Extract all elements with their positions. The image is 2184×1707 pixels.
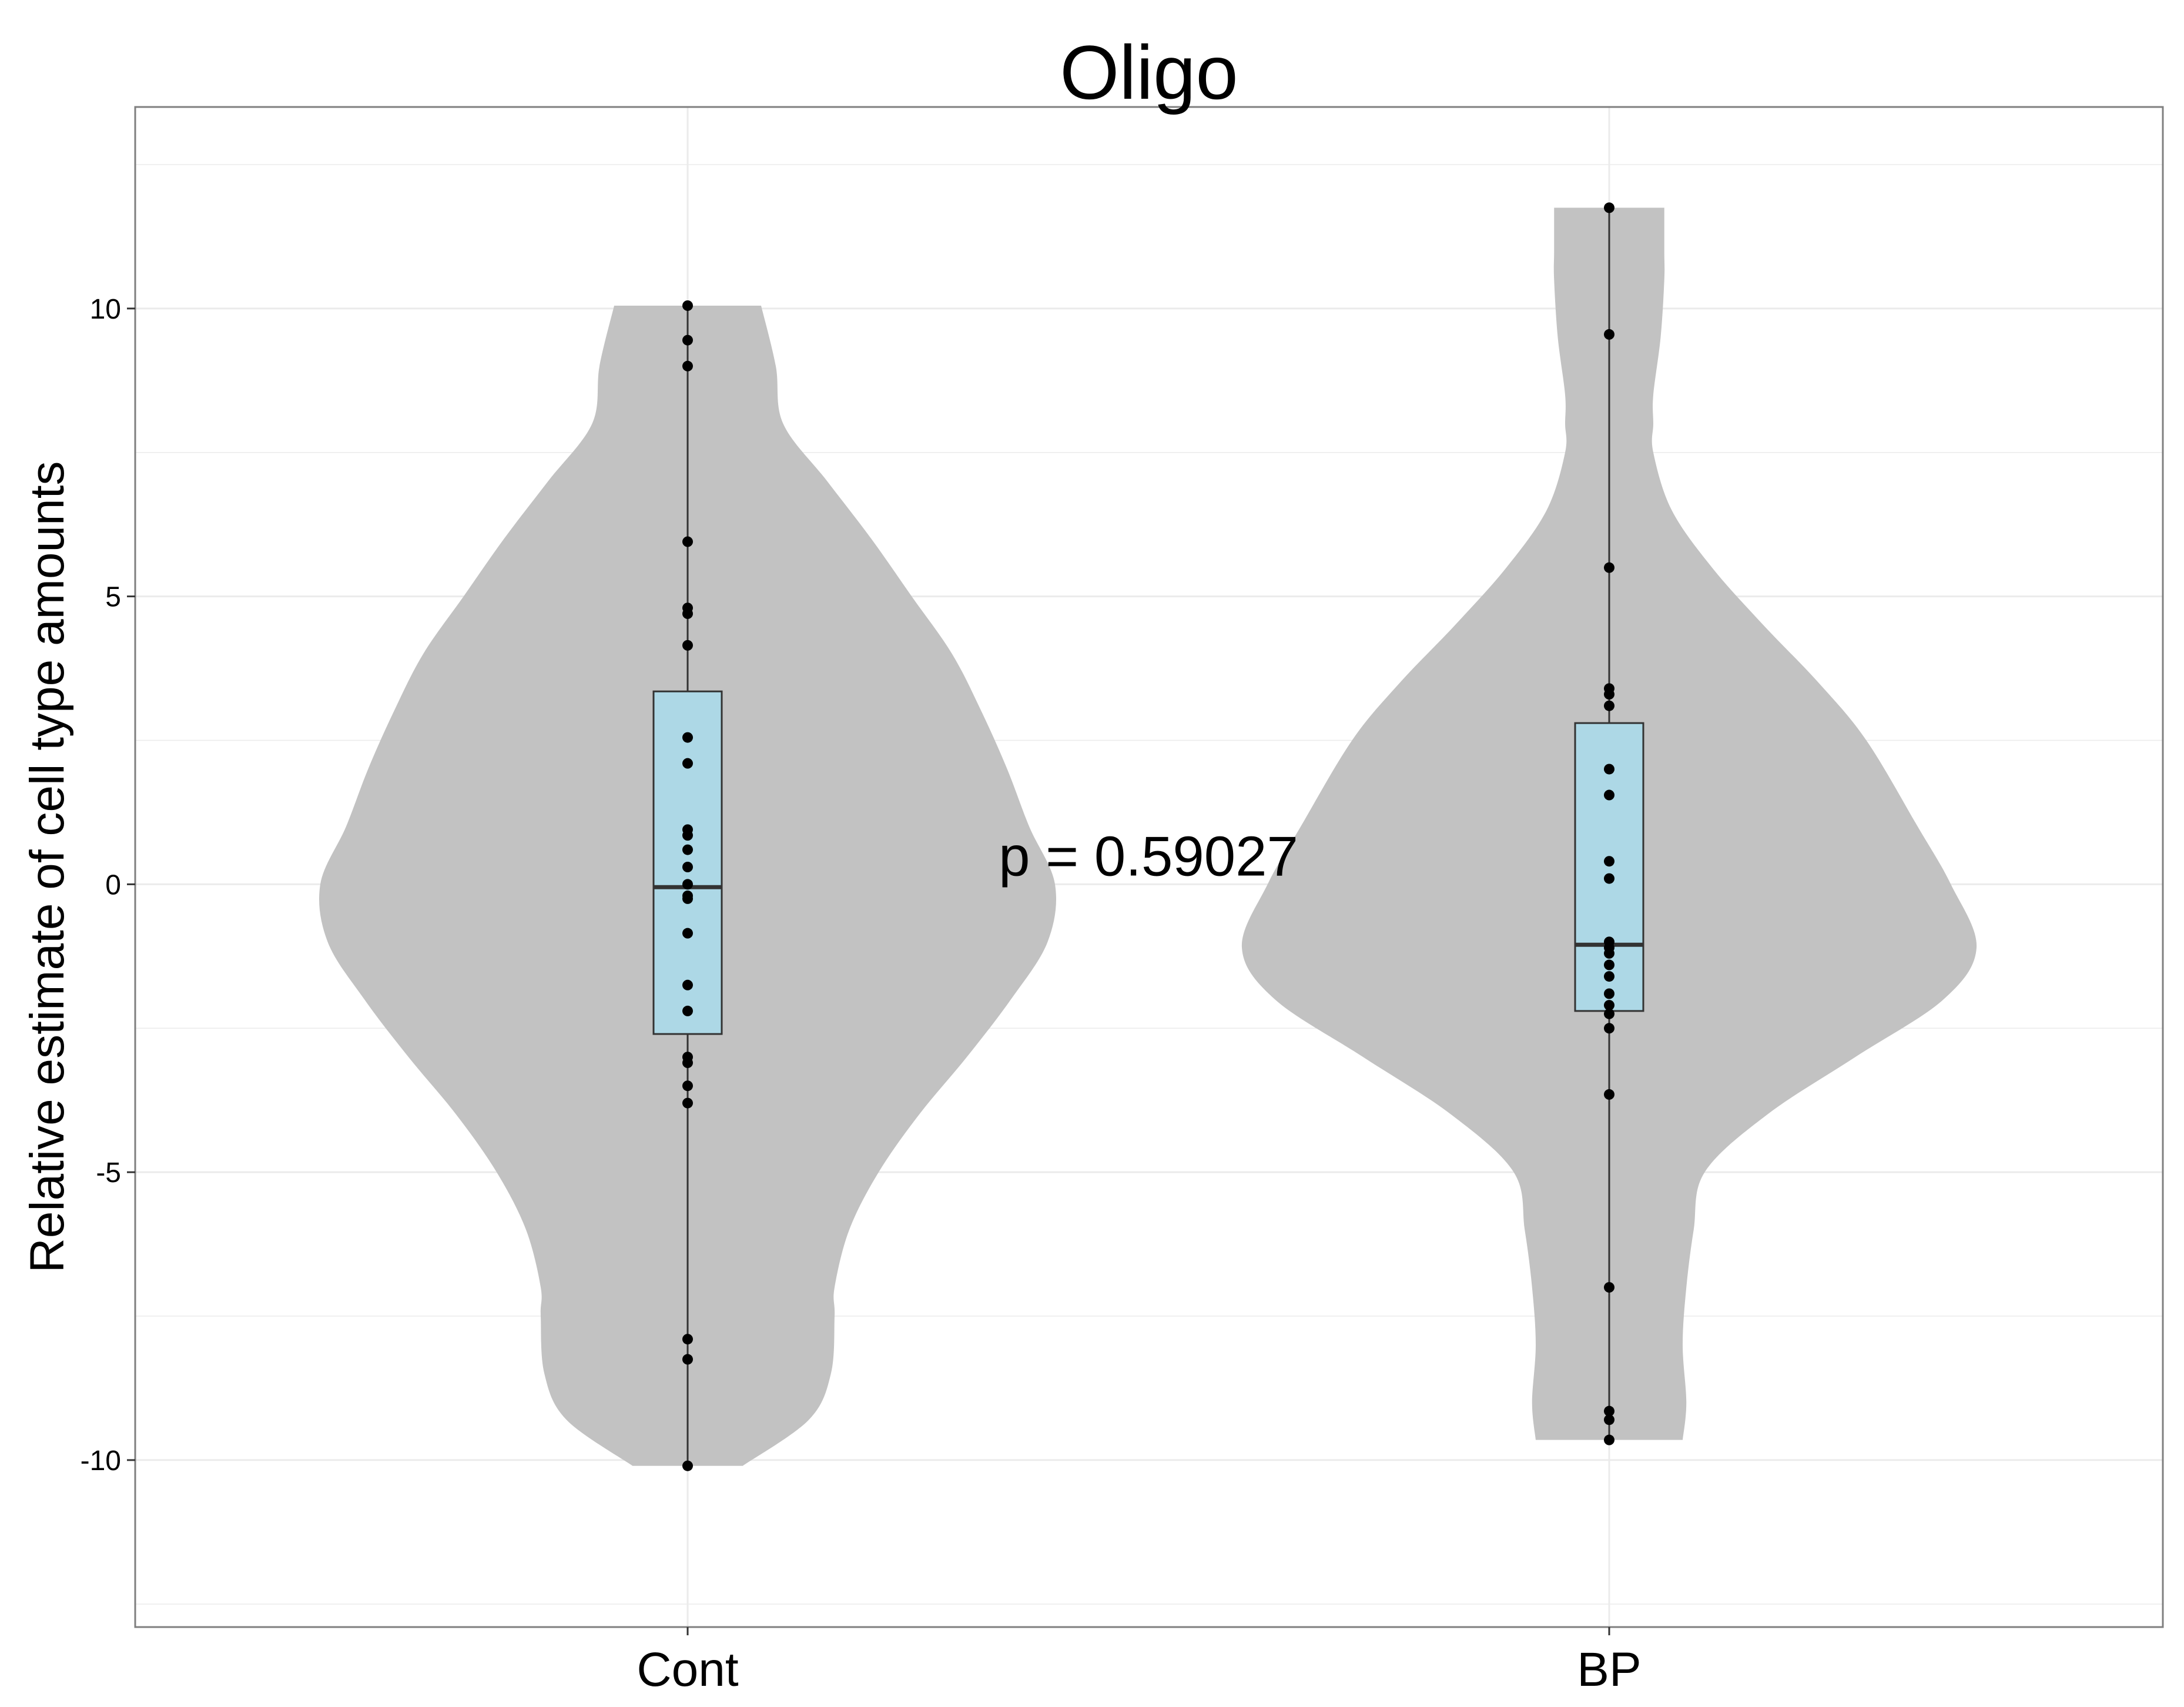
y-axis-label: Relative estimate of cell type amounts — [21, 461, 74, 1273]
y-tick-label: 5 — [105, 582, 121, 613]
data-point-cont — [682, 1334, 693, 1345]
data-point-bp — [1604, 329, 1614, 340]
data-point-bp — [1604, 1000, 1614, 1011]
data-point-cont — [682, 1080, 693, 1092]
data-point-cont — [682, 862, 693, 872]
plot-panel — [134, 106, 2164, 1628]
data-point-cont — [682, 1460, 693, 1471]
data-point-bp — [1604, 700, 1614, 711]
data-point-bp — [1604, 689, 1614, 700]
data-point-bp — [1604, 764, 1614, 775]
data-point-bp — [1604, 971, 1614, 982]
data-point-cont — [682, 300, 693, 311]
data-point-cont — [682, 1097, 693, 1109]
x-tick-label-bp: BP — [1577, 1643, 1641, 1696]
data-point-bp — [1604, 1008, 1614, 1019]
data-point-cont — [682, 879, 693, 890]
data-point-cont — [682, 732, 693, 743]
y-tick-label: 10 — [90, 294, 121, 325]
data-point-bp — [1604, 1434, 1614, 1445]
data-point-cont — [682, 334, 693, 346]
data-point-bp — [1604, 856, 1614, 867]
y-axis: 10 5 0 -5 -10 — [81, 294, 135, 1477]
data-point-cont — [682, 608, 693, 619]
data-point-cont — [682, 1005, 693, 1016]
x-axis: Cont BP — [637, 1627, 1642, 1696]
data-point-bp — [1604, 789, 1614, 801]
data-point-bp — [1604, 948, 1614, 959]
data-point-bp — [1604, 873, 1614, 884]
data-point-cont — [682, 928, 693, 939]
data-point-cont — [682, 979, 693, 990]
data-point-bp — [1604, 1089, 1614, 1100]
data-points — [682, 202, 1614, 1471]
data-point-cont — [682, 360, 693, 371]
data-point-bp — [1604, 1023, 1614, 1034]
data-point-cont — [682, 893, 693, 904]
y-tick-label: -5 — [96, 1157, 121, 1189]
data-point-bp — [1604, 1282, 1614, 1293]
data-point-bp — [1604, 959, 1614, 970]
data-point-cont — [682, 536, 693, 547]
y-tick-label: -10 — [81, 1445, 121, 1477]
data-point-bp — [1604, 1405, 1614, 1417]
data-point-bp — [1604, 202, 1614, 213]
data-point-cont — [682, 758, 693, 769]
p-value-annotation: p = 0.59027 — [999, 825, 1298, 888]
data-point-cont — [682, 830, 693, 841]
data-point-bp — [1604, 988, 1614, 999]
data-point-cont — [682, 1354, 693, 1365]
data-point-cont — [682, 640, 693, 651]
data-point-bp — [1604, 562, 1614, 573]
data-point-bp — [1604, 1414, 1614, 1425]
data-point-cont — [682, 1057, 693, 1069]
panel-border — [134, 106, 2164, 1628]
y-tick-label: 0 — [105, 869, 121, 901]
chart-title: Oligo — [1060, 29, 1238, 115]
x-tick-label-cont: Cont — [637, 1643, 738, 1696]
data-point-cont — [682, 844, 693, 855]
